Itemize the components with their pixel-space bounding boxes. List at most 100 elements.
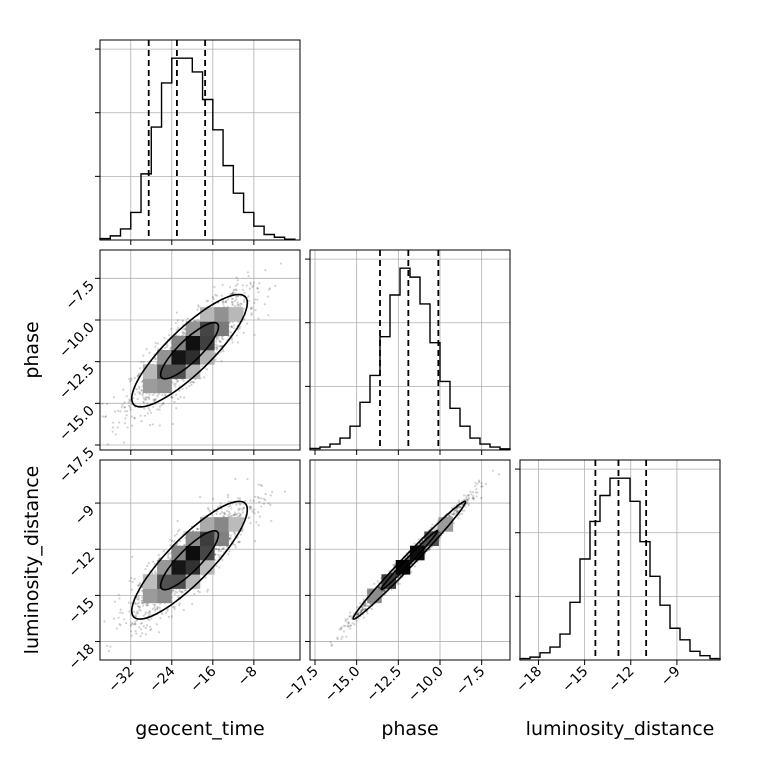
sample-point (179, 395, 182, 399)
density-cell (228, 517, 244, 532)
sample-point (230, 325, 233, 328)
sample-point (183, 531, 186, 534)
contour-luminosity_distance-vs-geocent_time-1 (130, 500, 249, 620)
panel-border-phase-vs-geocent_time (99, 249, 301, 451)
sample-point (177, 530, 180, 533)
sample-point (131, 580, 134, 584)
density-cell (438, 517, 454, 532)
density-cell (381, 574, 397, 589)
sample-point (407, 558, 410, 561)
sample-point (126, 410, 129, 413)
sample-point (229, 504, 232, 507)
sample-point (160, 612, 164, 616)
sample-point (178, 588, 181, 591)
sample-point (207, 299, 210, 302)
sample-point (233, 299, 237, 302)
sample-point (165, 345, 168, 349)
sample-point (250, 508, 253, 511)
sample-point (125, 622, 128, 625)
sample-point (142, 354, 145, 357)
sample-point (220, 294, 223, 297)
sample-point (250, 307, 253, 310)
sample-point (208, 510, 211, 513)
sample-point (190, 383, 193, 387)
sample-point (141, 589, 144, 592)
sample-point (178, 389, 181, 392)
sample-point (134, 622, 137, 626)
sample-point (463, 494, 466, 497)
sample-point (119, 608, 122, 611)
sample-point (347, 622, 350, 625)
sample-point (141, 601, 144, 604)
sample-point (356, 606, 359, 609)
sample-point (153, 400, 156, 403)
sample-point (163, 346, 166, 350)
sample-point (225, 299, 228, 302)
sample-point (140, 389, 143, 392)
contour-luminosity_distance-vs-phase-1 (352, 500, 467, 620)
sample-point (148, 397, 151, 401)
sample-point (267, 314, 270, 317)
sample-point (243, 307, 246, 310)
sample-point (155, 623, 158, 626)
sample-point (222, 547, 225, 551)
sample-point (119, 611, 122, 614)
sample-point (413, 542, 416, 545)
sample-point (142, 614, 145, 617)
sample-point (264, 269, 267, 272)
sample-point (235, 503, 238, 506)
sample-point (147, 407, 150, 410)
sample-point (173, 605, 176, 609)
sample-point (234, 292, 237, 295)
sample-point (196, 308, 199, 311)
sample-point (455, 509, 458, 513)
sample-point (144, 613, 147, 616)
sample-point (235, 512, 238, 515)
sample-point (234, 544, 237, 547)
sample-point (122, 388, 125, 391)
sample-point (260, 505, 263, 508)
sample-point (131, 424, 134, 427)
sample-point (267, 502, 270, 505)
sample-point (135, 388, 139, 391)
sample-point (197, 304, 200, 307)
sample-point (224, 301, 228, 304)
sample-point (150, 411, 153, 414)
sample-point (111, 426, 115, 429)
sample-point (350, 617, 353, 620)
sample-point (230, 292, 233, 295)
sample-point (125, 395, 128, 398)
sample-point (166, 609, 169, 613)
sample-point (249, 505, 252, 508)
sample-point (360, 608, 363, 612)
sample-point (252, 499, 255, 502)
sample-point (167, 557, 170, 560)
sample-point (238, 541, 241, 544)
panel-border-luminosity_distance-vs-geocent_time (99, 459, 301, 661)
sample-point (135, 612, 138, 615)
sample-point (219, 554, 222, 557)
sample-point (191, 602, 194, 606)
y-tick-label-luminosity_distance-3: −9 (72, 503, 98, 529)
sample-point (158, 631, 161, 634)
sample-point (146, 564, 149, 568)
sample-point (269, 503, 272, 507)
sample-point (214, 358, 217, 361)
sample-point (185, 387, 188, 390)
sample-point (133, 577, 136, 581)
sample-point (138, 391, 142, 394)
density-cell (214, 517, 229, 532)
sample-point (236, 295, 240, 298)
sample-point (142, 400, 145, 403)
x-tick-label-phase-4: −7.5 (453, 664, 488, 699)
sample-point (258, 282, 261, 285)
sample-point (143, 398, 146, 401)
sample-point (128, 380, 131, 383)
sample-point (471, 497, 475, 500)
sample-point (237, 497, 240, 500)
sample-point (112, 617, 116, 620)
sample-point (253, 512, 256, 515)
sample-point (198, 591, 201, 594)
sample-point (234, 477, 237, 481)
sample-point (463, 509, 466, 512)
